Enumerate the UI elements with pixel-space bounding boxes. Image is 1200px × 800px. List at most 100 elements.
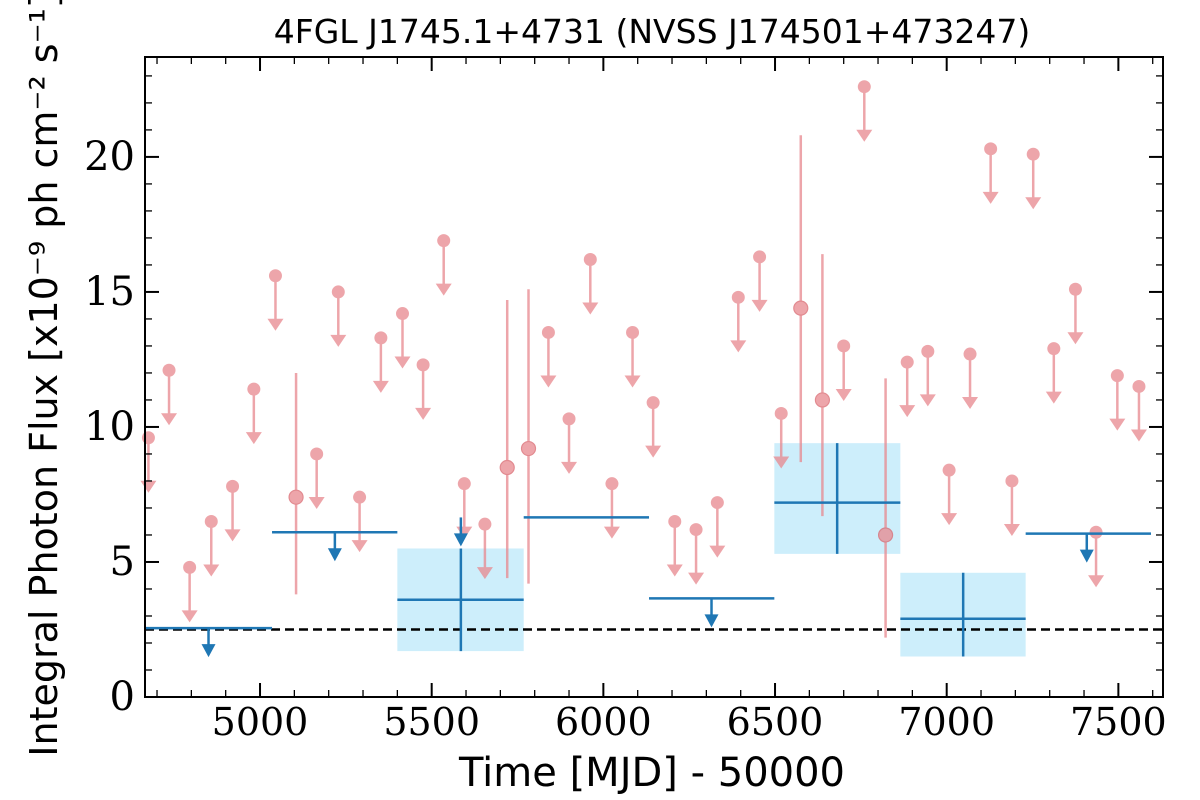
y-axis-label: Integral Photon Flux [x10⁻⁹ ph cm⁻² s⁻¹]: [22, 0, 66, 757]
yearly-upper-limit: [453, 516, 650, 547]
upper-limit-arrowhead: [394, 356, 411, 369]
upper-limit-arrowhead: [709, 545, 726, 558]
monthly-upper-limit: [603, 477, 620, 539]
y-tick-label: 5: [110, 539, 135, 585]
monthly-upper-limit: [624, 325, 641, 388]
plot-frame: [144, 56, 1164, 698]
upper-limit-arrowhead: [203, 564, 220, 577]
upper-limit-arrowhead: [688, 572, 705, 585]
upper-limit-marker: [837, 339, 851, 353]
upper-limit-arrowhead: [982, 191, 999, 204]
monthly-upper-limit: [982, 142, 999, 204]
monthly-upper-limit: [919, 344, 936, 407]
upper-limit-marker: [1068, 282, 1082, 296]
upper-limit-arrowhead: [561, 461, 578, 474]
upper-limit-arrowhead: [835, 388, 852, 401]
upper-limit-marker: [921, 344, 935, 358]
x-tick-label: 7000: [898, 700, 995, 744]
upper-limit-marker: [942, 463, 956, 477]
monthly-detection: [288, 372, 304, 595]
upper-limit-marker: [226, 479, 240, 493]
x-tick-label: 5000: [212, 700, 309, 744]
upper-limit-marker: [562, 412, 576, 426]
upper-limit-arrowhead: [1003, 523, 1020, 536]
upper-limit-marker: [646, 396, 660, 410]
yearly-limit-arrowhead: [327, 548, 342, 562]
monthly-upper-limit: [203, 514, 220, 577]
y-tick-label: 10: [84, 404, 135, 450]
upper-limit-marker: [710, 496, 724, 510]
monthly-upper-limit: [645, 396, 662, 458]
monthly-upper-limit: [666, 514, 683, 577]
upper-limit-arrowhead: [245, 432, 262, 445]
upper-limit-arrowhead: [476, 567, 493, 580]
upper-limit-arrowhead: [1109, 418, 1126, 431]
monthly-detection: [499, 300, 515, 579]
yearly-upper-limit: [1025, 532, 1151, 563]
detection-marker: [814, 392, 831, 408]
y-tick-label: 20: [84, 134, 135, 180]
monthly-upper-limit: [773, 406, 790, 469]
monthly-upper-limit: [435, 234, 452, 296]
upper-limit-marker: [1047, 342, 1061, 356]
monthly-upper-limit: [1130, 379, 1147, 442]
detection-marker: [288, 489, 304, 505]
upper-limit-arrowhead: [181, 610, 198, 623]
upper-limit-arrowhead: [224, 529, 241, 542]
axes: 5000 5500 6000 6500 7000 7500 0 5 10 15 20: [84, 56, 1167, 744]
upper-limit-marker: [478, 517, 492, 531]
upper-limit-arrowhead: [645, 445, 662, 458]
upper-limit-arrowhead: [773, 456, 790, 469]
detection-marker: [877, 527, 894, 543]
monthly-upper-limit: [476, 517, 493, 580]
monthly-upper-limit: [899, 355, 916, 418]
upper-limit-marker: [1005, 474, 1019, 488]
monthly-upper-limit: [140, 431, 157, 493]
monthly-upper-limit: [540, 325, 557, 388]
upper-limit-arrowhead: [372, 380, 389, 393]
upper-limit-arrowhead: [603, 526, 620, 539]
upper-limit-marker: [247, 382, 261, 396]
upper-limit-marker: [731, 290, 745, 304]
upper-limit-arrowhead: [624, 375, 641, 388]
upper-limit-marker: [541, 325, 555, 339]
upper-limit-marker: [984, 142, 998, 156]
upper-limit-arrowhead: [1130, 429, 1147, 442]
upper-limit-arrowhead: [856, 129, 873, 142]
upper-limit-arrowhead: [1025, 197, 1042, 210]
monthly-upper-limit: [415, 358, 432, 420]
yearly-upper-limit: [145, 626, 273, 658]
monthly-upper-limit: [709, 496, 726, 558]
upper-limit-marker: [774, 406, 788, 420]
monthly-upper-limit: [582, 253, 599, 315]
upper-limit-marker: [605, 477, 619, 491]
monthly-upper-limit: [1025, 147, 1042, 210]
upper-limit-arrowhead: [267, 318, 284, 331]
upper-limit-marker: [310, 447, 324, 461]
upper-limit-marker: [141, 431, 155, 445]
monthly-points: [140, 80, 1147, 638]
monthly-upper-limit: [372, 331, 389, 393]
monthly-upper-limit: [1067, 282, 1084, 345]
upper-limit-arrowhead: [351, 540, 368, 553]
upper-limit-marker: [183, 560, 197, 574]
monthly-upper-limit: [1109, 369, 1126, 431]
upper-limit-arrowhead: [308, 496, 325, 509]
monthly-upper-limit: [224, 479, 241, 542]
upper-limit-arrowhead: [582, 302, 599, 315]
upper-limit-marker: [583, 253, 597, 267]
upper-limit-marker: [437, 234, 451, 248]
upper-limit-marker: [857, 80, 871, 94]
upper-limit-arrowhead: [415, 407, 432, 420]
yearly-upper-limit: [272, 531, 398, 562]
monthly-upper-limit: [267, 269, 284, 331]
yearly-detection: [774, 443, 901, 554]
detection-marker: [499, 459, 515, 476]
monthly-upper-limit: [751, 250, 768, 312]
monthly-detection: [520, 289, 537, 584]
x-tick-label: 6000: [555, 700, 652, 744]
monthly-upper-limit: [688, 523, 705, 585]
yearly-limit-arrowhead: [453, 533, 468, 547]
yearly-limit-arrowhead: [1079, 549, 1094, 563]
